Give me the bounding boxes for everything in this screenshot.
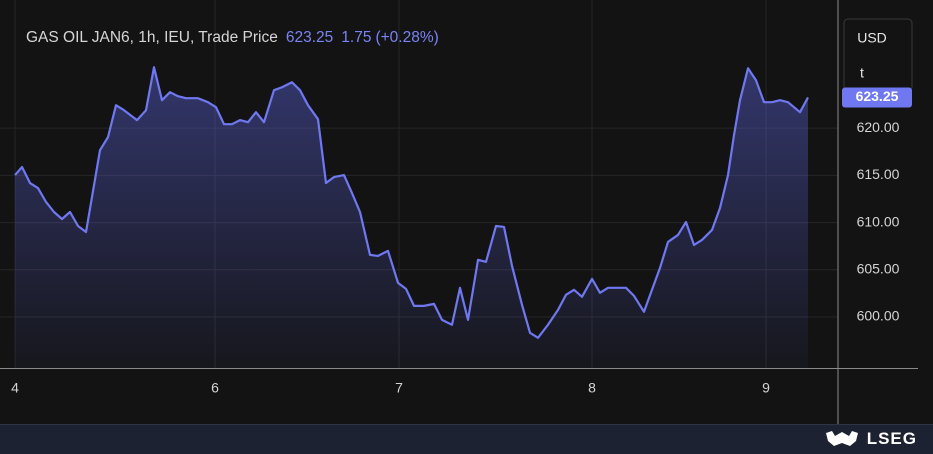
area bbox=[15, 67, 808, 369]
x-tick-label: 7 bbox=[395, 380, 403, 396]
currency: USD bbox=[857, 30, 887, 46]
plot: 4 6 7 8 9 bbox=[11, 66, 809, 396]
header-change-pct: (+0.28%) bbox=[375, 29, 438, 46]
header-change: 1.75 bbox=[341, 29, 371, 46]
logo: LSEG bbox=[823, 429, 917, 449]
last-price-tag bbox=[842, 87, 912, 108]
y-tick-label: 605.00 bbox=[857, 260, 900, 276]
header: GAS OIL JAN6, 1h, IEU, Trade Price 623.25… bbox=[26, 29, 439, 46]
y-tick-label: 620.00 bbox=[857, 119, 900, 135]
x-tick-label: 8 bbox=[588, 380, 596, 396]
last-price-label: 623.25 bbox=[856, 88, 899, 104]
header-price: 623.25 bbox=[286, 29, 333, 46]
x-tick-label: 9 bbox=[762, 380, 770, 396]
x-tick-label: 4 bbox=[11, 380, 19, 396]
chart: 4 6 7 8 9 USD t GAS OIL JAN6, 1h, IEU, Trade… bbox=[0, 0, 918, 424]
y-tick-label: 615.00 bbox=[857, 166, 900, 182]
header-title: GAS OIL JAN6, 1h, IEU, Trade Price bbox=[26, 29, 278, 46]
y-tick-label: 610.00 bbox=[857, 213, 900, 229]
logo-icon bbox=[825, 431, 858, 446]
brand: LSEG bbox=[866, 429, 917, 448]
footer-bar: LSEG bbox=[0, 424, 933, 454]
price-line bbox=[14, 66, 809, 339]
y-tick-label: 600.00 bbox=[857, 308, 900, 324]
x-tick-label: 6 bbox=[211, 380, 219, 396]
unit: t bbox=[860, 65, 864, 81]
